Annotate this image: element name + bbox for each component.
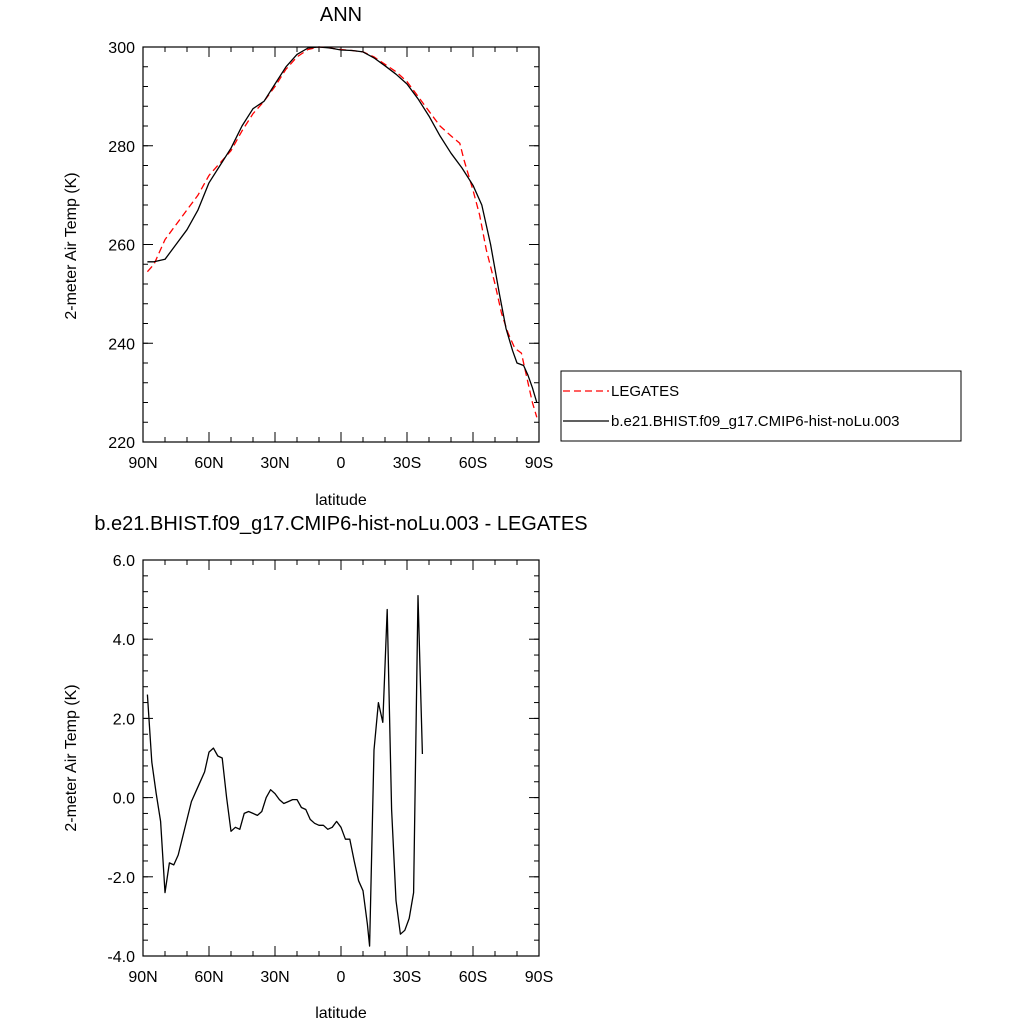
- series-line-b: [147, 46, 538, 403]
- y-tick-label: -4.0: [107, 949, 135, 966]
- chart-title: ANN: [320, 4, 362, 26]
- y-axis-label: 2-meter Air Temp (K): [63, 172, 80, 319]
- y-tick-label: 300: [108, 40, 135, 57]
- legend-box: [560, 370, 962, 442]
- x-tick-label: 90N: [128, 969, 157, 986]
- x-axis-label: latitude: [315, 492, 367, 509]
- legend-label-model: b.e21.BHIST.f09_g17.CMIP6-hist-noLu.003: [611, 413, 900, 430]
- chart-title: b.e21.BHIST.f09_g17.CMIP6-hist-noLu.003 …: [94, 513, 587, 535]
- legend-label-legates: LEGATES: [611, 383, 679, 400]
- plot-area: 90N 60N 30N 0 30S 60S 90S 220 240 260 280 300: [108, 40, 553, 472]
- y-tick-label: 220: [108, 435, 135, 452]
- legend: LEGATES b.e21.BHIST.f09_g17.CMIP6-hist-n…: [560, 370, 962, 442]
- series-line-difference: [146, 594, 424, 947]
- plot-frame: [142, 46, 540, 443]
- x-tick-label: 30S: [393, 455, 421, 472]
- plot-frame: [142, 559, 540, 957]
- x-tick-label: 30S: [393, 969, 421, 986]
- x-tick-label: 0: [337, 969, 346, 986]
- y-tick-label: 280: [108, 139, 135, 156]
- y-tick-label: 2.0: [113, 711, 135, 728]
- x-tick-label: 60N: [194, 969, 223, 986]
- x-axis-label: latitude: [315, 1005, 367, 1022]
- x-tick-label: 0: [337, 455, 346, 472]
- x-tick-label: 90S: [525, 455, 553, 472]
- x-tick-label: 60S: [459, 455, 487, 472]
- x-tick-label: 90N: [128, 455, 157, 472]
- difference-panel: b.e21.BHIST.f09_g17.CMIP6-hist-noLu.003 …: [63, 513, 588, 1022]
- x-tick-label: 60S: [459, 969, 487, 986]
- x-tick-label: 90S: [525, 969, 553, 986]
- y-tick-label: 0.0: [113, 791, 135, 808]
- y-tick-label: 260: [108, 238, 135, 255]
- y-tick-label: 240: [108, 336, 135, 353]
- y-tick-label: -2.0: [107, 870, 135, 887]
- y-axis-label: 2-meter Air Temp (K): [63, 684, 80, 831]
- x-tick-label: 30N: [260, 969, 289, 986]
- y-tick-label: 4.0: [113, 632, 135, 649]
- plot-area: 90N 60N 30N 0 30S 60S 90S -4.0 -2.0 0.0 2.0 4.0 6.0: [107, 553, 553, 986]
- series-line-legates: [146, 46, 538, 418]
- temperature-panel: ANN 90N 60N 30N 0 30S 60S 90S 220 240 260 280 300 l…: [63, 4, 962, 509]
- y-tick-label: 6.0: [113, 553, 135, 570]
- x-tick-label: 60N: [194, 455, 223, 472]
- x-tick-label: 30N: [260, 455, 289, 472]
